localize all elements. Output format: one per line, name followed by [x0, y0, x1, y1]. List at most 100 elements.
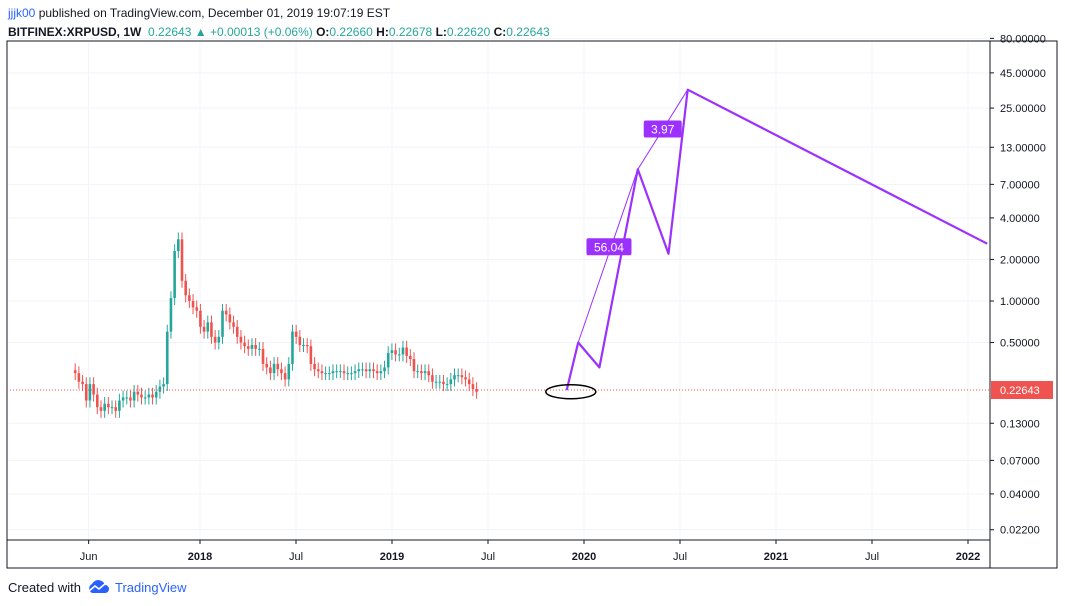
- candle: [364, 362, 368, 379]
- candle: [272, 357, 276, 381]
- candle: [305, 338, 309, 354]
- candle: [269, 360, 272, 381]
- y-tick-label: 0.04000: [1000, 489, 1040, 501]
- candle: [372, 362, 375, 379]
- candle: [246, 339, 250, 356]
- candle: [460, 368, 464, 385]
- candle: [213, 330, 217, 350]
- author-link[interactable]: jjjk00: [8, 6, 36, 20]
- candle: [346, 366, 350, 381]
- candle: [442, 374, 445, 392]
- low-label: L:: [435, 25, 447, 39]
- y-tick-label: 2.00000: [1000, 254, 1040, 266]
- candle: [339, 364, 342, 379]
- x-tick-label: 2018: [188, 551, 212, 563]
- candle: [99, 400, 103, 418]
- candle: [221, 303, 224, 344]
- candle: [280, 362, 283, 381]
- candle: [232, 315, 235, 334]
- publish-text: published on TradingView.com, December 0…: [38, 6, 391, 20]
- candle: [331, 364, 335, 381]
- y-tick-label: 4.00000: [1000, 213, 1040, 225]
- price-axis[interactable]: 80.00000 45.00000 25.00000 13.00000 7.00000 4…: [990, 33, 1046, 537]
- candle: [427, 364, 431, 383]
- created-with-text: Created with: [8, 579, 81, 595]
- y-tick-label: 13.00000: [1000, 142, 1046, 154]
- candle: [453, 368, 456, 387]
- candle: [239, 330, 243, 350]
- ratio-label[interactable]: 56.04: [586, 238, 632, 256]
- chart-header: jjjk00 published on TradingView.com, Dec…: [8, 4, 550, 42]
- y-tick-label: 0.02200: [1000, 525, 1040, 537]
- axis-frame: [6, 40, 1058, 569]
- candle: [73, 363, 77, 381]
- candle: [147, 387, 151, 405]
- open-value: 0.22660: [329, 25, 373, 39]
- candle: [154, 384, 158, 405]
- candle: [199, 303, 202, 334]
- last-price: 0.22643: [148, 25, 192, 39]
- candle: [243, 335, 246, 354]
- candle: [350, 366, 353, 381]
- candle: [420, 364, 423, 381]
- candle: [405, 340, 408, 363]
- candle: [81, 374, 84, 392]
- x-tick-label: Jul: [481, 551, 495, 563]
- candle: [114, 400, 118, 418]
- candle: [467, 372, 471, 392]
- candle: [191, 294, 195, 315]
- candle: [291, 324, 294, 371]
- low-value: 0.22620: [446, 25, 491, 39]
- footer: Created with TradingView: [8, 579, 187, 595]
- candle: [335, 364, 338, 379]
- price-change: +0.00013 (+0.06%): [209, 25, 313, 39]
- candle: [121, 390, 125, 408]
- candle: [118, 393, 121, 418]
- candle: [375, 364, 379, 381]
- candle: [431, 368, 434, 389]
- candle: [103, 396, 106, 418]
- candle: [390, 343, 394, 360]
- pattern-drawing[interactable]: 56.04 3.97: [545, 88, 988, 400]
- candle: [224, 303, 228, 322]
- zigzag-line[interactable]: [565, 88, 988, 391]
- x-tick-label: Jun: [80, 551, 98, 563]
- candle: [471, 377, 475, 397]
- candle: [162, 377, 165, 394]
- candle: [228, 307, 232, 330]
- ratio-label[interactable]: 3.97: [643, 120, 682, 138]
- candle: [195, 300, 199, 318]
- candle: [409, 349, 412, 366]
- tradingview-link[interactable]: TradingView: [114, 579, 187, 595]
- highlight-ellipse[interactable]: [545, 383, 597, 400]
- x-tick-label: 2022: [956, 551, 980, 563]
- candle: [324, 366, 327, 381]
- y-tick-label: 0.07000: [1000, 455, 1040, 467]
- symbol-label: BITFINEX:XRPUSD, 1W: [8, 25, 142, 39]
- candle: [143, 390, 147, 405]
- y-tick-label: 0.50000: [1000, 338, 1040, 350]
- candle: [140, 387, 143, 405]
- x-tick-label: 2019: [380, 551, 404, 563]
- candle: [202, 320, 206, 339]
- current-price-line: 0.22643: [7, 381, 1053, 400]
- candle: [397, 347, 401, 362]
- candle: [423, 364, 427, 381]
- candle: [386, 346, 390, 375]
- tradingview-cloud-icon: [88, 580, 109, 593]
- candle: [327, 366, 331, 381]
- candle: [107, 396, 110, 415]
- time-axis[interactable]: Jun 2018 Jul 2019 Jul 2020 Jul 2021 Jul 2022: [80, 540, 980, 563]
- candle: [184, 274, 187, 303]
- candle: [379, 364, 383, 381]
- candle: [368, 362, 372, 379]
- candle: [287, 357, 291, 387]
- candle: [261, 342, 265, 371]
- candle: [438, 374, 442, 389]
- x-tick-label: 2020: [572, 551, 596, 563]
- candle: [188, 288, 191, 308]
- ohlc-line: BITFINEX:XRPUSD, 1W 0.22643 ▲ +0.00013 (…: [8, 23, 550, 42]
- candle: [475, 382, 478, 399]
- candle: [294, 324, 298, 344]
